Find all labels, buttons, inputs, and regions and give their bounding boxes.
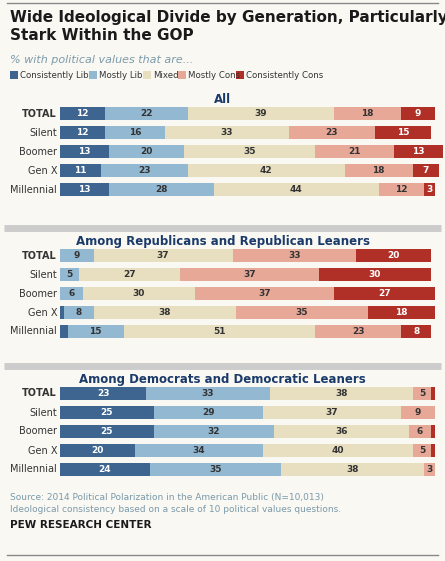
Text: 20: 20 bbox=[91, 446, 104, 455]
Text: % with political values that are...: % with political values that are... bbox=[10, 55, 193, 65]
Text: 35: 35 bbox=[210, 465, 222, 474]
Bar bbox=[236, 306, 368, 319]
Text: 51: 51 bbox=[213, 327, 226, 336]
Bar bbox=[135, 444, 263, 457]
Bar bbox=[431, 444, 435, 457]
Bar bbox=[143, 71, 151, 79]
Bar bbox=[154, 425, 274, 438]
Text: 9: 9 bbox=[415, 109, 421, 118]
Bar bbox=[79, 268, 180, 281]
Bar bbox=[431, 387, 435, 400]
Bar bbox=[409, 425, 431, 438]
Bar bbox=[270, 387, 413, 400]
Bar bbox=[401, 406, 435, 419]
Text: 5: 5 bbox=[419, 389, 425, 398]
Text: Gen X: Gen X bbox=[28, 165, 57, 176]
Text: Silent: Silent bbox=[29, 269, 57, 279]
Bar bbox=[263, 444, 413, 457]
Bar bbox=[109, 145, 184, 158]
Bar bbox=[60, 145, 109, 158]
Text: 35: 35 bbox=[295, 308, 308, 317]
Text: 32: 32 bbox=[207, 427, 220, 436]
Text: 12: 12 bbox=[76, 128, 89, 137]
Bar bbox=[60, 164, 101, 177]
Text: 6: 6 bbox=[417, 427, 423, 436]
Text: Gen X: Gen X bbox=[28, 307, 57, 318]
Text: PEW RESEARCH CENTER: PEW RESEARCH CENTER bbox=[10, 520, 151, 530]
Text: 22: 22 bbox=[140, 109, 153, 118]
Bar bbox=[289, 126, 375, 139]
Bar bbox=[334, 107, 401, 120]
Bar bbox=[184, 145, 315, 158]
Text: 28: 28 bbox=[155, 185, 167, 194]
Text: Millennial: Millennial bbox=[10, 465, 57, 475]
Bar bbox=[315, 145, 394, 158]
Text: 9: 9 bbox=[415, 408, 421, 417]
Bar bbox=[105, 126, 165, 139]
Text: 23: 23 bbox=[326, 128, 338, 137]
Text: Millennial: Millennial bbox=[10, 327, 57, 337]
Bar bbox=[146, 387, 270, 400]
Bar bbox=[195, 287, 334, 300]
Text: TOTAL: TOTAL bbox=[22, 108, 57, 118]
Text: 38: 38 bbox=[346, 465, 359, 474]
Text: 29: 29 bbox=[202, 408, 214, 417]
Text: 27: 27 bbox=[123, 270, 136, 279]
Bar bbox=[334, 287, 435, 300]
Text: 21: 21 bbox=[348, 147, 360, 156]
Text: All: All bbox=[214, 93, 231, 106]
Text: Mostly Cons: Mostly Cons bbox=[187, 71, 240, 80]
Bar bbox=[60, 325, 68, 338]
Text: 42: 42 bbox=[260, 166, 272, 175]
Bar bbox=[413, 444, 431, 457]
Text: Mostly Lib: Mostly Lib bbox=[99, 71, 142, 80]
Bar bbox=[394, 145, 442, 158]
Bar bbox=[60, 126, 105, 139]
Text: 18: 18 bbox=[395, 308, 408, 317]
Bar bbox=[180, 268, 319, 281]
Bar bbox=[82, 287, 195, 300]
Text: Source: 2014 Political Polarization in the American Public (N=10,013)
Ideologica: Source: 2014 Political Polarization in t… bbox=[10, 493, 341, 514]
Bar bbox=[431, 425, 435, 438]
Text: 13: 13 bbox=[78, 185, 91, 194]
Text: 6: 6 bbox=[68, 289, 74, 298]
Bar bbox=[214, 183, 379, 196]
Text: 18: 18 bbox=[361, 109, 374, 118]
Bar bbox=[94, 306, 236, 319]
Text: 8: 8 bbox=[413, 327, 419, 336]
Bar bbox=[154, 406, 263, 419]
Text: Boomer: Boomer bbox=[19, 288, 57, 298]
Text: TOTAL: TOTAL bbox=[22, 389, 57, 398]
Bar bbox=[60, 249, 94, 262]
Bar bbox=[60, 107, 105, 120]
Text: 35: 35 bbox=[243, 147, 255, 156]
Bar bbox=[60, 463, 150, 476]
Bar bbox=[187, 164, 345, 177]
Text: 25: 25 bbox=[101, 408, 113, 417]
Text: 9: 9 bbox=[74, 251, 80, 260]
Text: 18: 18 bbox=[372, 166, 385, 175]
Text: Boomer: Boomer bbox=[19, 146, 57, 157]
Text: Mixed: Mixed bbox=[153, 71, 179, 80]
Text: Consistently Lib: Consistently Lib bbox=[20, 71, 89, 80]
Text: 37: 37 bbox=[243, 270, 256, 279]
Text: Gen X: Gen X bbox=[28, 445, 57, 456]
Bar bbox=[60, 268, 79, 281]
Text: Silent: Silent bbox=[29, 127, 57, 137]
Text: 38: 38 bbox=[335, 389, 348, 398]
Text: 40: 40 bbox=[331, 446, 344, 455]
Text: 3: 3 bbox=[426, 185, 433, 194]
Text: 27: 27 bbox=[378, 289, 391, 298]
Text: 23: 23 bbox=[352, 327, 364, 336]
Bar bbox=[401, 107, 435, 120]
Bar bbox=[60, 183, 109, 196]
Bar bbox=[60, 387, 146, 400]
Bar bbox=[60, 406, 154, 419]
Text: Wide Ideological Divide by Generation, Particularly
Stark Within the GOP: Wide Ideological Divide by Generation, P… bbox=[10, 10, 445, 43]
Bar bbox=[413, 387, 431, 400]
Bar bbox=[60, 444, 135, 457]
Text: 13: 13 bbox=[412, 147, 425, 156]
Text: 33: 33 bbox=[202, 389, 214, 398]
Text: 37: 37 bbox=[326, 408, 338, 417]
Text: Among Democrats and Democratic Leaners: Among Democrats and Democratic Leaners bbox=[79, 373, 366, 386]
